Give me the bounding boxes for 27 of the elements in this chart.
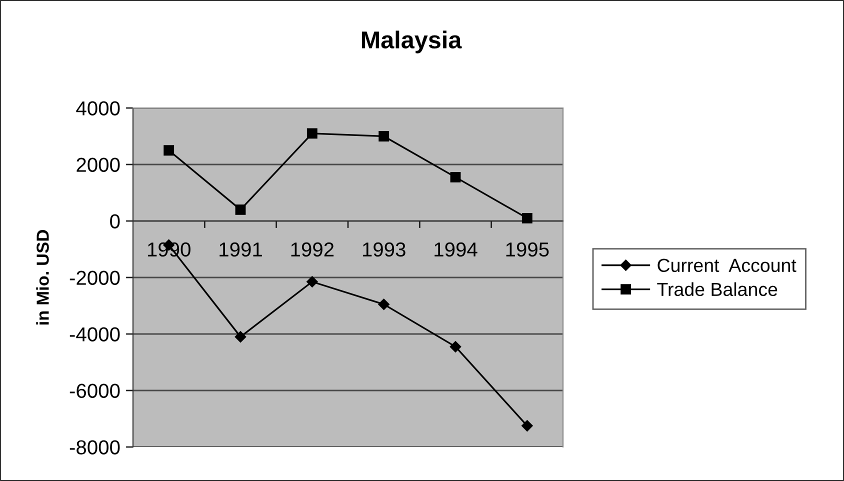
y-tick-label: -2000: [70, 270, 120, 285]
y-tick-label: 2000: [76, 158, 120, 172]
x-tick-label: 1993: [362, 242, 406, 257]
x-tick-label: 1991: [220, 242, 262, 257]
x-tick-label: 1992: [291, 242, 334, 257]
point: [378, 131, 390, 142]
point: [235, 204, 246, 215]
legend-label: Current Account: [658, 258, 796, 272]
y-tick-label: -6000: [70, 384, 120, 398]
y-axis-title: in Mio. USD: [36, 230, 49, 325]
point: [164, 145, 174, 156]
point: [522, 212, 532, 224]
chart-title: Malaysia: [362, 30, 462, 54]
y-tick-label: -8000: [70, 440, 120, 454]
point: [306, 276, 318, 288]
point: [450, 172, 461, 182]
point: [378, 298, 390, 310]
point: [522, 420, 533, 432]
x-tick-label: 1994: [434, 242, 478, 257]
y-tick-label: 0: [110, 214, 120, 228]
y-tick-label: 4000: [76, 101, 120, 116]
legend-label: Trade Balance: [657, 282, 778, 296]
y-tick-label: -4000: [70, 327, 120, 342]
point: [450, 341, 462, 352]
point: [306, 128, 318, 139]
point: [234, 331, 246, 342]
x-tick-label: 1995: [506, 242, 549, 257]
